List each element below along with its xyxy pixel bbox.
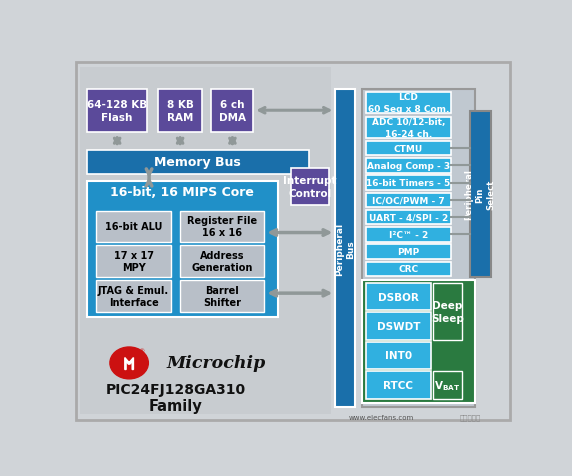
Text: I²C™ - 2: I²C™ - 2 — [389, 230, 428, 239]
Bar — [366, 245, 451, 259]
Text: JTAG & Emul.
Interface: JTAG & Emul. Interface — [98, 285, 169, 307]
Text: INT0: INT0 — [385, 351, 412, 361]
Text: Microchip: Microchip — [167, 354, 266, 371]
Bar — [366, 193, 451, 208]
Circle shape — [110, 347, 148, 379]
Bar — [180, 211, 264, 242]
Bar — [366, 342, 431, 369]
Bar — [433, 283, 462, 340]
Text: 16-bit Timers - 5: 16-bit Timers - 5 — [366, 178, 451, 188]
Bar — [366, 141, 451, 156]
Bar — [366, 371, 431, 399]
Text: DSBOR: DSBOR — [378, 292, 419, 302]
Text: CTMU: CTMU — [394, 144, 423, 153]
Text: Interrupt
Control: Interrupt Control — [283, 176, 336, 198]
Text: Memory Bus: Memory Bus — [154, 156, 241, 169]
Bar — [366, 228, 451, 242]
Bar — [433, 371, 462, 399]
Text: RTCC: RTCC — [383, 380, 414, 390]
Text: LCD
60 Seg x 8 Com.: LCD 60 Seg x 8 Com. — [368, 93, 449, 113]
Bar — [366, 283, 431, 311]
Bar — [87, 90, 147, 132]
Text: Peripheral
Pin
Select: Peripheral Pin Select — [464, 169, 496, 220]
Text: Address
Generation: Address Generation — [192, 250, 253, 273]
Bar — [362, 90, 475, 407]
Bar — [335, 90, 355, 407]
Text: PMP: PMP — [398, 248, 419, 257]
Text: Family: Family — [149, 398, 202, 414]
Text: ®: ® — [138, 348, 144, 353]
Bar — [366, 93, 451, 114]
Text: 8 KB
RAM: 8 KB RAM — [166, 100, 193, 122]
Bar — [211, 90, 253, 132]
Text: Deep
Sleep: Deep Sleep — [431, 300, 464, 323]
Text: 64-128 KB
Flash: 64-128 KB Flash — [87, 100, 147, 122]
Text: 6 ch
DMA: 6 ch DMA — [219, 100, 246, 122]
Bar — [96, 246, 171, 277]
Polygon shape — [125, 358, 133, 370]
Text: www.elecfans.com: www.elecfans.com — [349, 414, 415, 420]
Bar — [180, 246, 264, 277]
Text: UART - 4/SPI - 2: UART - 4/SPI - 2 — [369, 213, 448, 222]
Bar — [87, 150, 309, 174]
Text: V$_{\mathregular{BAT}}$: V$_{\mathregular{BAT}}$ — [434, 378, 460, 392]
Bar — [291, 169, 328, 206]
Text: 电子发烧友: 电子发烧友 — [460, 414, 481, 420]
Text: CRC: CRC — [398, 265, 419, 274]
Text: Analog Comp - 3: Analog Comp - 3 — [367, 161, 450, 170]
Text: 17 x 17
MPY: 17 x 17 MPY — [114, 250, 153, 273]
Bar — [366, 313, 431, 340]
Text: PIC24FJ128GA310: PIC24FJ128GA310 — [106, 382, 246, 396]
Text: 16-bit, 16 MIPS Core: 16-bit, 16 MIPS Core — [110, 186, 255, 198]
Bar — [96, 281, 171, 312]
Bar — [366, 210, 451, 225]
Bar — [366, 262, 451, 277]
Text: ADC 10/12-bit,
16-24 ch.: ADC 10/12-bit, 16-24 ch. — [372, 118, 445, 138]
Bar — [470, 112, 491, 277]
Bar — [96, 211, 171, 242]
Bar — [366, 118, 451, 139]
Text: IC/OC/PWM - 7: IC/OC/PWM - 7 — [372, 196, 445, 205]
Text: Barrel
Shifter: Barrel Shifter — [203, 285, 241, 307]
Bar — [158, 90, 202, 132]
Bar — [87, 182, 277, 317]
Text: DSWDT: DSWDT — [377, 321, 420, 331]
Bar — [366, 176, 451, 190]
Bar — [366, 159, 451, 173]
Text: 16-bit ALU: 16-bit ALU — [105, 222, 162, 232]
Bar — [80, 68, 331, 415]
Text: Register File
16 x 16: Register File 16 x 16 — [187, 216, 257, 238]
Bar — [180, 281, 264, 312]
Text: Peripheral
Bus: Peripheral Bus — [335, 222, 355, 275]
Bar — [362, 281, 475, 404]
